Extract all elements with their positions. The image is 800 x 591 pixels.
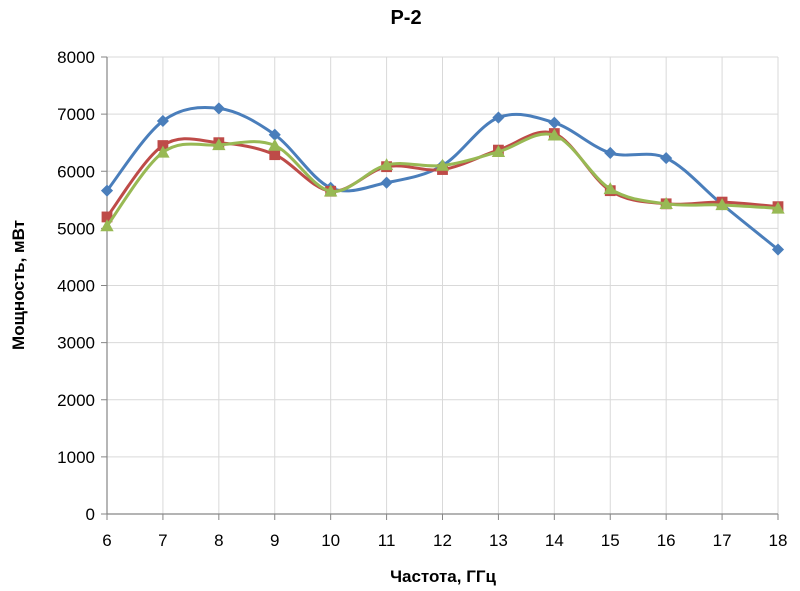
x-axis-title: Частота, ГГц bbox=[390, 567, 496, 586]
data-point-triangle bbox=[771, 201, 785, 214]
y-axis-title: Мощность, мВт bbox=[9, 220, 28, 350]
data-point-triangle bbox=[435, 158, 450, 171]
y-tick-label: 1000 bbox=[57, 448, 95, 467]
x-tick-labels: 6 7 8 9 10 11 12 13 14 15 16 17 18 bbox=[102, 531, 787, 550]
data-point-square bbox=[269, 149, 281, 161]
data-point-triangle bbox=[715, 198, 729, 211]
x-tick-label: 13 bbox=[489, 531, 508, 550]
data-point-diamond bbox=[380, 176, 393, 189]
data-point-triangle bbox=[156, 145, 170, 158]
data-point-diamond bbox=[604, 146, 617, 160]
y-tick-label: 8000 bbox=[57, 48, 95, 67]
x-tick-label: 8 bbox=[214, 531, 223, 550]
y-tick-label: 5000 bbox=[57, 219, 95, 238]
data-point-triangle bbox=[547, 128, 562, 141]
data-point-diamond bbox=[492, 111, 505, 124]
data-point-diamond bbox=[156, 114, 169, 128]
y-tick-labels: 0 1000 2000 3000 4000 5000 6000 7000 8000 bbox=[57, 48, 95, 524]
data-point-diamond bbox=[548, 116, 561, 129]
data-point-triangle bbox=[491, 145, 506, 158]
x-tick-label: 17 bbox=[713, 531, 732, 550]
data-point-triangle bbox=[323, 184, 338, 197]
x-tick-label: 14 bbox=[545, 531, 564, 550]
series-3 bbox=[100, 128, 785, 232]
x-tick-label: 10 bbox=[321, 531, 340, 550]
data-point-triangle bbox=[659, 196, 673, 210]
data-point-triangle bbox=[100, 219, 114, 232]
data-point-triangle bbox=[212, 138, 226, 151]
y-tick-label: 2000 bbox=[57, 391, 95, 410]
data-point-diamond bbox=[100, 184, 114, 197]
data-point-diamond bbox=[660, 152, 673, 165]
chart-title: P-2 bbox=[390, 7, 421, 29]
x-tick-label: 15 bbox=[601, 531, 620, 550]
y-tick-label: 0 bbox=[86, 505, 95, 524]
y-tick-label: 6000 bbox=[57, 162, 95, 181]
x-tick-label: 11 bbox=[378, 531, 396, 550]
data-point-triangle bbox=[268, 138, 282, 151]
data-point-triangle bbox=[379, 158, 394, 171]
data-point-diamond bbox=[771, 243, 785, 256]
x-tick-label: 6 bbox=[102, 531, 111, 550]
y-tick-label: 7000 bbox=[57, 105, 95, 124]
series bbox=[100, 102, 785, 256]
x-tick-label: 12 bbox=[433, 531, 452, 550]
axes bbox=[106, 57, 778, 515]
y-tick-label: 3000 bbox=[57, 334, 95, 353]
x-tick-label: 18 bbox=[769, 531, 788, 550]
y-tick-label: 4000 bbox=[57, 277, 95, 296]
data-point-diamond bbox=[212, 102, 225, 115]
x-tick-label: 16 bbox=[657, 531, 676, 550]
x-tick-label: 9 bbox=[270, 531, 279, 550]
x-tick-label: 7 bbox=[158, 531, 167, 550]
data-point-triangle bbox=[603, 182, 617, 195]
grid bbox=[101, 56, 779, 520]
